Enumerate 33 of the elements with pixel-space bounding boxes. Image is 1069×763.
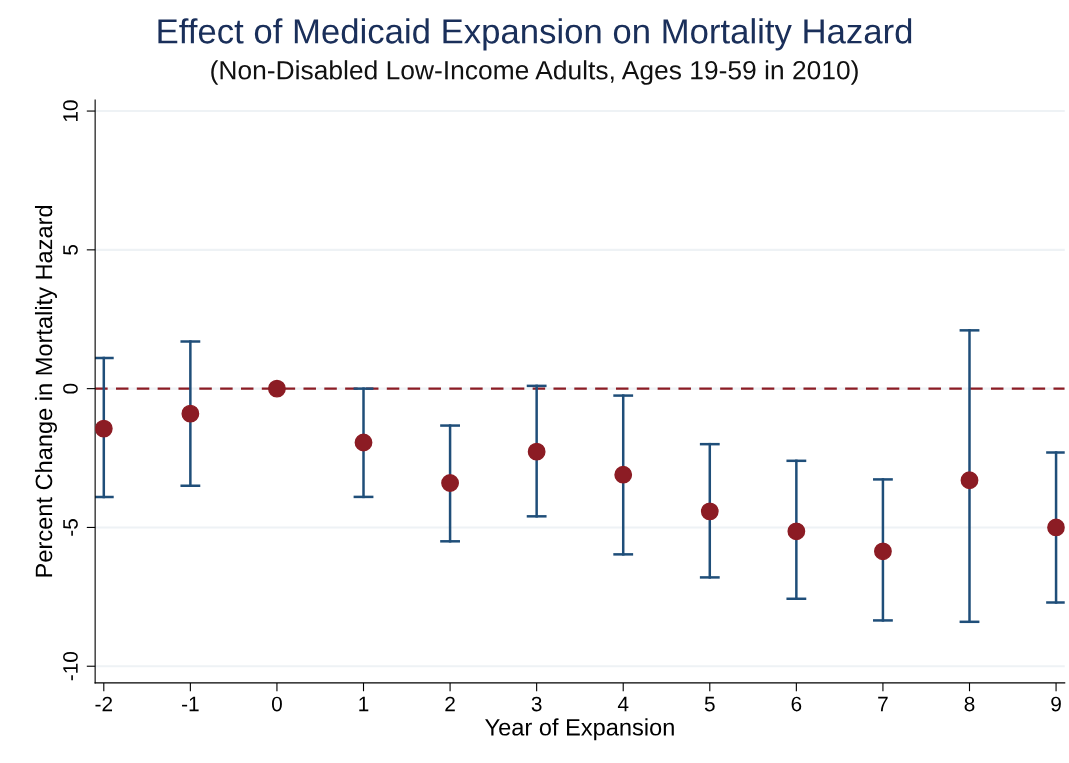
point [614,465,633,484]
chart-title: Effect of Medicaid Expansion on Mortality Hazard [158,18,912,51]
point [960,471,979,490]
point [700,502,719,521]
x-axis-title: Year of Expansion [485,718,674,741]
x-tick-label: -2 [95,696,113,712]
point [95,419,113,438]
point [874,542,892,561]
point [527,442,546,461]
x-tick-label: 1 [359,696,369,712]
point [1047,518,1065,537]
y-tick-label: -5 [63,519,78,536]
x-tick-label: 4 [617,696,629,712]
y-tick-label: 5 [63,244,78,255]
point [354,433,373,452]
y-axis-title: Percent Change in Mortality Hazard [34,205,57,577]
x-tick-label: 8 [964,696,975,712]
x-tick-label: 3 [531,696,542,712]
x-tick-label: -1 [182,696,199,712]
point [441,474,459,492]
y-tick-label: 0 [63,383,78,394]
chart-subtitle: (Non-Disabled Low-Income Adults, Ages 19-59 in 2010) [211,60,858,85]
y-tick-label: -10 [63,651,78,681]
x-tick-label: 9 [1051,696,1061,712]
x-tick-label: 0 [271,696,282,712]
y-tick-label: 10 [63,100,78,122]
point [268,379,286,398]
point [181,404,200,423]
x-tick-label: 7 [878,696,888,712]
point [787,522,806,541]
x-tick-label: 5 [704,696,715,712]
x-tick-label: 2 [445,696,455,712]
x-tick-label: 6 [791,696,802,712]
